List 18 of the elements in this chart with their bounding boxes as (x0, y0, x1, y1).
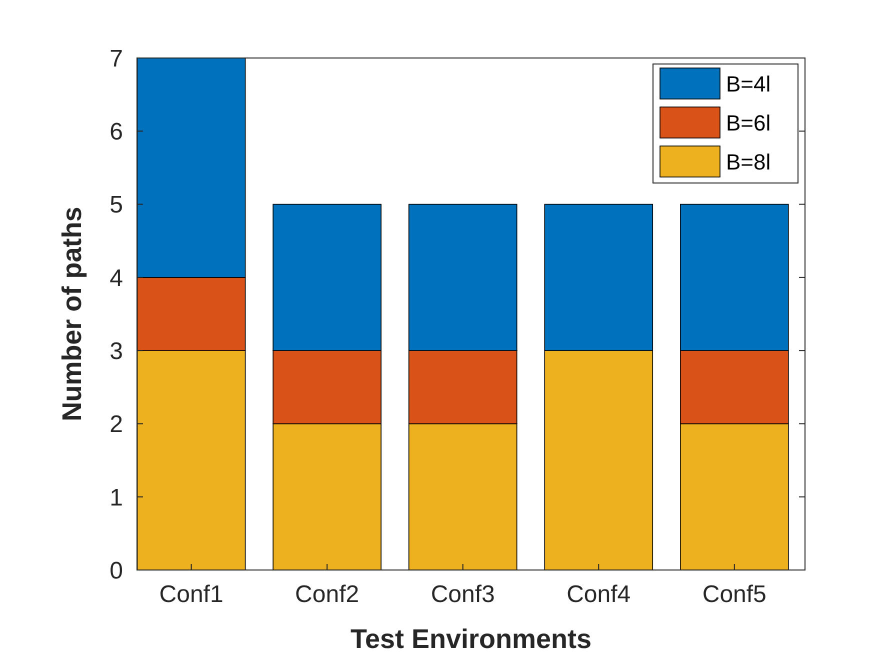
y-tick-label: 1 (110, 484, 123, 512)
x-axis-title: Test Environments (350, 624, 592, 654)
y-tick-label: 5 (110, 192, 123, 219)
y-tick-label: 6 (110, 118, 123, 146)
x-tick-label: Conf2 (295, 581, 360, 608)
y-tick-label: 2 (110, 411, 123, 438)
legend-label: B=6l (726, 110, 771, 136)
legend-label: B=8l (726, 150, 771, 175)
y-tick-label: 4 (110, 264, 123, 292)
y-tick-label: 7 (110, 45, 123, 72)
y-axis-title: Number of paths (57, 206, 87, 422)
y-tick-label: 3 (110, 338, 123, 365)
x-tick-label: Conf5 (702, 581, 766, 608)
x-tick-label: Conf1 (159, 581, 224, 608)
legend-label: B=4l (726, 72, 771, 97)
x-tick-label: Conf3 (430, 581, 495, 608)
x-tick-label: Conf4 (566, 581, 631, 608)
y-tick-label: 0 (110, 557, 123, 584)
